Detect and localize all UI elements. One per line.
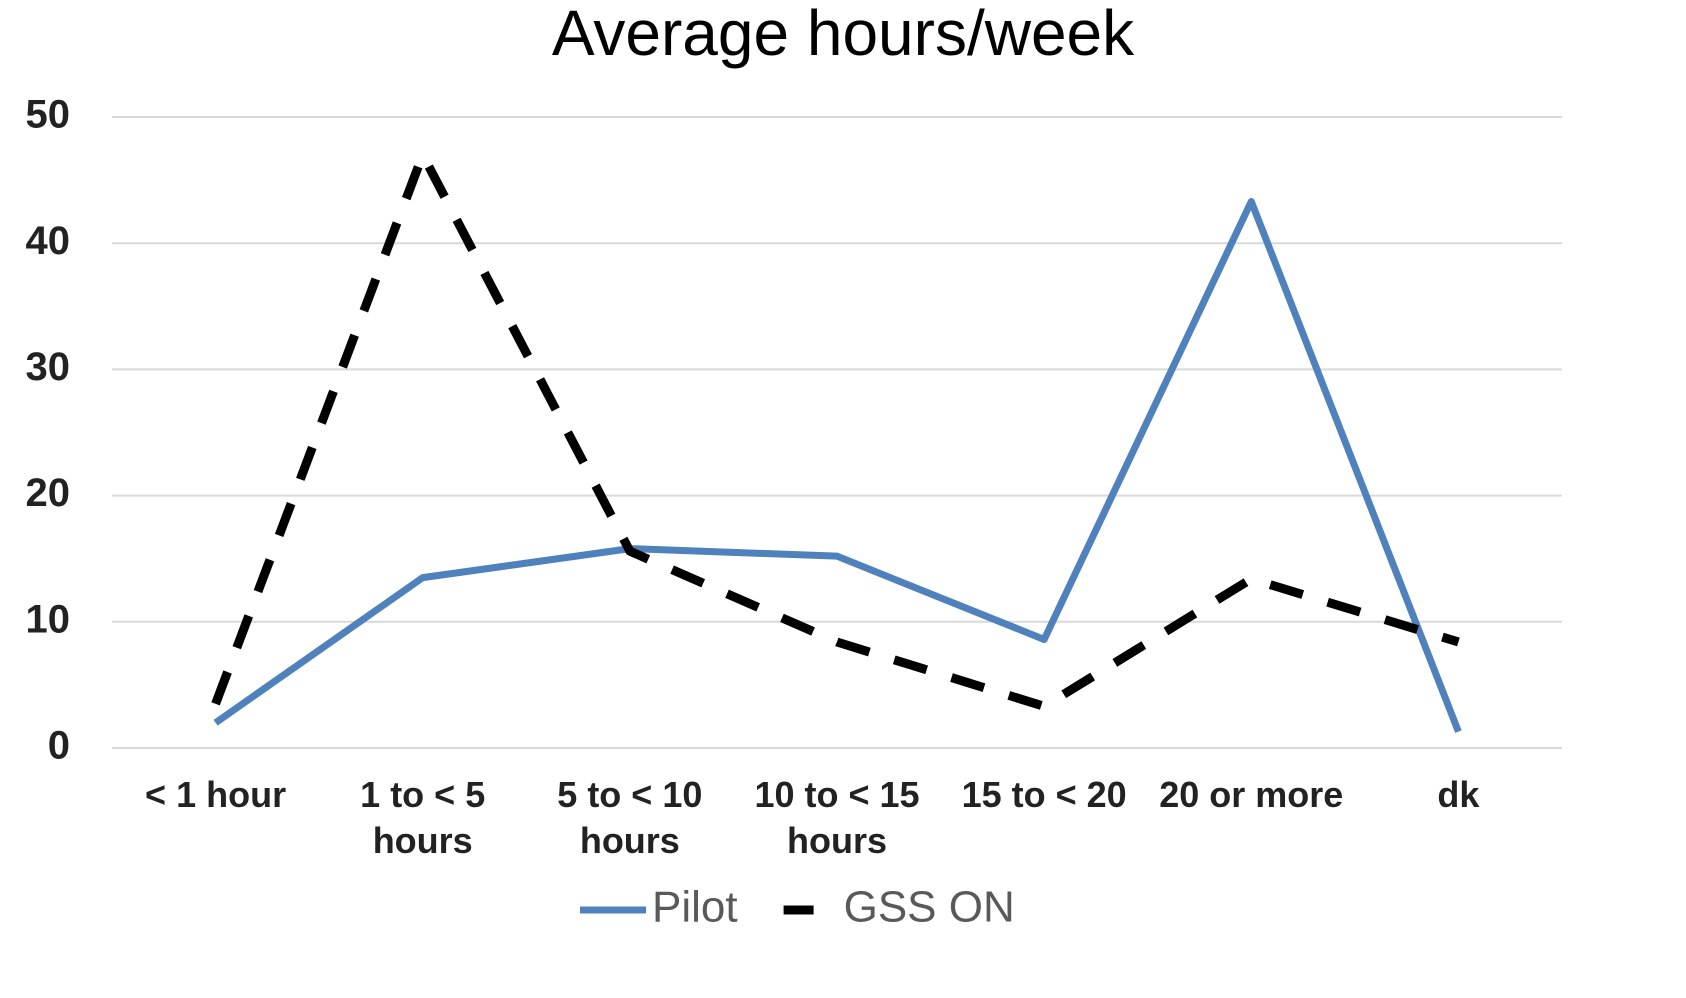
series-line	[213, 198, 1462, 733]
legend-label: Pilot	[652, 883, 738, 932]
y-tick-label: 20	[26, 471, 71, 515]
x-tick-label: 15 to < 20	[961, 774, 1127, 815]
chart-title: Average hours/week	[552, 0, 1135, 69]
y-tick-label: 30	[26, 345, 71, 389]
x-tick-label: 1 to < 5 hours	[360, 774, 486, 861]
legend-label: GSS ON	[844, 883, 1015, 932]
x-tick-label: 10 to < 15 hours	[754, 774, 920, 861]
x-tick-label: < 1 hour	[145, 774, 287, 815]
x-tick-label: 20 or more	[1159, 774, 1344, 815]
y-tick-label: 10	[26, 597, 71, 641]
x-tick-label: dk	[1437, 774, 1480, 815]
series-line	[211, 150, 1460, 711]
y-tick-label: 0	[48, 724, 70, 768]
y-tick-label: 40	[26, 219, 71, 263]
y-tick-label: 50	[26, 93, 71, 137]
x-tick-label: 5 to < 10 hours	[557, 774, 703, 861]
